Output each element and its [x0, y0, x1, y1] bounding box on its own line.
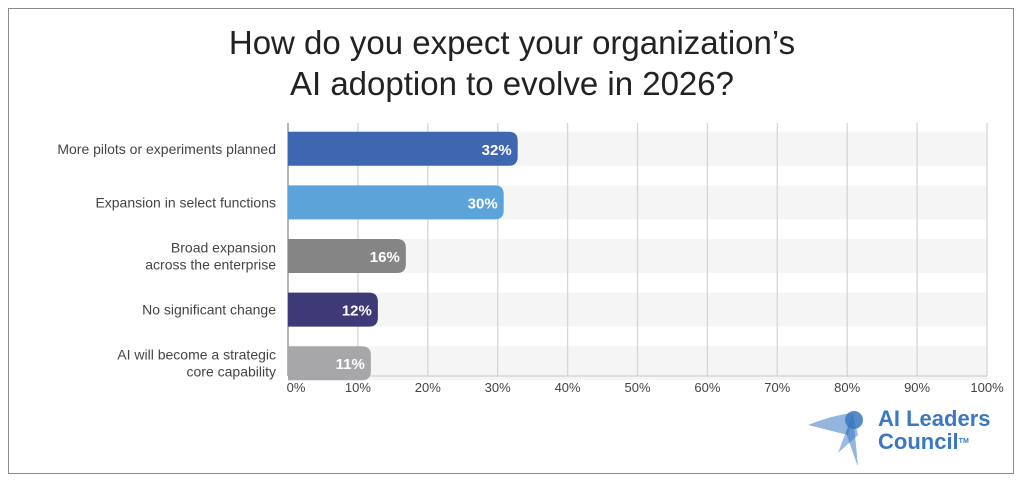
category-label: Expansion in select functions [95, 194, 276, 210]
bar [288, 346, 371, 381]
x-tick-label: 40% [555, 380, 581, 395]
x-tick-label: 90% [904, 380, 930, 395]
bar [288, 239, 406, 273]
category-label: across the enterprise [145, 257, 276, 273]
category-label: AI will become a strategic [117, 347, 276, 363]
x-tick-label: 10% [345, 380, 371, 395]
chart-frame [8, 8, 1014, 474]
title-line-2: AI adoption to evolve in 2026? [289, 65, 734, 102]
category-label: core capability [187, 364, 277, 380]
bar [288, 131, 518, 166]
logo-icon [808, 411, 863, 465]
data-label: 32% [482, 142, 512, 159]
chart-title: How do you expect your organization’s AI… [0, 22, 1024, 104]
x-tick-label: 70% [764, 380, 790, 395]
x-tick-label: 60% [694, 380, 720, 395]
logo-text: AI Leaders CouncilTM [878, 407, 991, 453]
x-tick-label: 20% [415, 380, 441, 395]
data-label: 16% [370, 249, 400, 266]
title-line-1: How do you expect your organization’s [228, 24, 796, 61]
logo-line-1: AI Leaders [878, 406, 991, 431]
x-tick-label: 100% [970, 380, 1004, 395]
data-label: 30% [468, 195, 498, 212]
category-label: Broad expansion [171, 240, 276, 256]
x-tick-label: 50% [624, 380, 650, 395]
category-label: No significant change [142, 302, 276, 318]
x-tick-label: 30% [485, 380, 511, 395]
logo-line-2: Council [878, 429, 959, 454]
x-tick-label: 0% [287, 380, 306, 395]
logo-tm: TM [958, 438, 969, 445]
data-label: 12% [342, 303, 372, 320]
bar [288, 185, 504, 220]
category-label: More pilots or experiments planned [57, 141, 276, 157]
bar [288, 292, 378, 327]
x-tick-label: 80% [834, 380, 860, 395]
data-label: 11% [336, 356, 365, 373]
